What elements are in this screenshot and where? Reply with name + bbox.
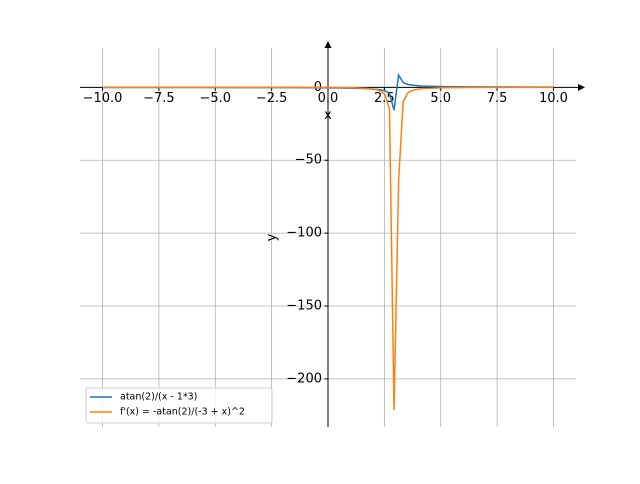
x-tick-label: 7.5 <box>487 91 508 106</box>
x-axis-arrow <box>578 83 585 91</box>
data-line <box>102 86 554 411</box>
y-tick-label: −200 <box>286 371 322 386</box>
x-axis-label: x <box>324 108 332 123</box>
x-tick-label: −7.5 <box>143 91 175 106</box>
legend-label: atan(2)/(x - 1*3) <box>120 392 197 403</box>
y-tick-label: −100 <box>286 226 322 241</box>
x-tick-label: 5.0 <box>430 91 451 106</box>
x-tick-label: −10.0 <box>83 91 123 106</box>
y-axis-arrow <box>324 41 332 48</box>
x-tick-label: −2.5 <box>256 91 288 106</box>
x-tick-label: 10.0 <box>539 91 568 106</box>
plot-area <box>102 72 554 411</box>
legend <box>85 387 273 424</box>
x-tick-label: 0.0 <box>318 91 339 106</box>
y-tick-label: −150 <box>286 299 322 314</box>
x-tick-label: −5.0 <box>199 91 231 106</box>
y-tick-label: −50 <box>295 153 322 168</box>
y-axis-label: y <box>265 233 280 241</box>
legend-label: f'(x) = -atan(2)/(-3 + x)^2 <box>120 407 245 418</box>
